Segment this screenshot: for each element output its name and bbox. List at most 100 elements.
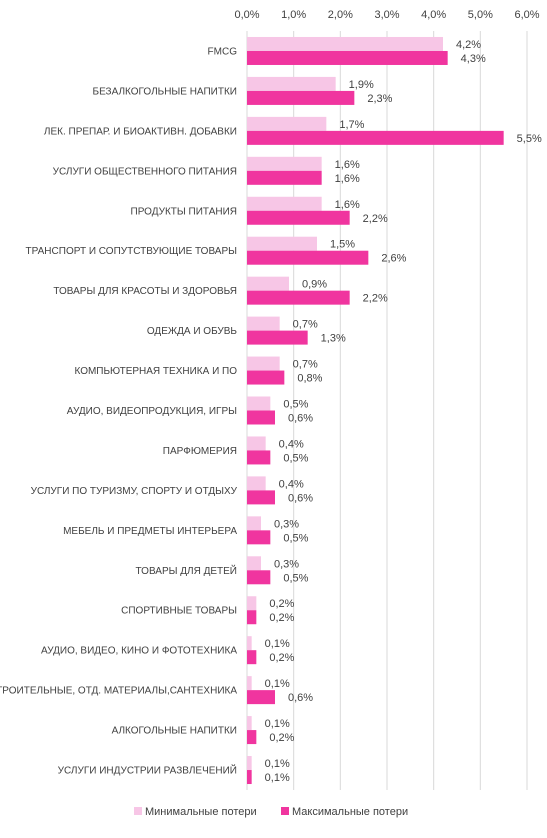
bar-min (247, 596, 257, 611)
category-label: БЕЗАЛКОГОЛЬНЫЕ НАПИТКИ (93, 86, 237, 97)
data-label: 1,9% (349, 79, 374, 91)
bar-min (247, 316, 280, 331)
x-tick-label: 3,0% (374, 9, 399, 21)
data-label: 4,2% (456, 39, 481, 51)
category-label: СПОРТИВНЫЕ ТОВАРЫ (121, 606, 237, 617)
data-label: 0,1% (265, 758, 290, 770)
data-label: 0,4% (279, 438, 304, 450)
data-label: 0,6% (288, 692, 313, 704)
data-label: 2,2% (363, 213, 388, 225)
data-label: 0,1% (265, 772, 290, 784)
category-label: УСЛУГИ ПО ТУРИЗМУ, СПОРТУ И ОТДЫХУ (31, 486, 238, 497)
category-label: ТРАНСПОРТ И СОПУТСТВУЮЩИЕ ТОВАРЫ (26, 246, 238, 257)
data-label: 4,3% (461, 53, 486, 65)
category-label: КОМПЬЮТЕРНАЯ ТЕХНИКА И ПО (74, 366, 237, 377)
data-label: 0,6% (288, 492, 313, 504)
bar-min (247, 196, 322, 211)
bar-max (247, 410, 275, 425)
bar-min (247, 36, 443, 51)
category-label: АЛКОГОЛЬНЫЕ НАПИТКИ (112, 726, 237, 737)
category-label: ОДЕЖДА И ОБУВЬ (147, 326, 238, 337)
category-label: АУДИО, ВИДЕО, КИНО И ФОТОТЕХНИКА (41, 646, 237, 657)
data-label: 0,4% (279, 478, 304, 490)
data-label: 5,5% (517, 133, 542, 145)
data-label: 0,5% (283, 532, 308, 544)
data-label: 0,2% (269, 732, 294, 744)
bar-max (247, 370, 285, 385)
bar-max (247, 570, 271, 585)
bar-max (247, 130, 504, 145)
bar-max (247, 210, 350, 225)
bar-min (247, 676, 252, 691)
data-label: 0,5% (283, 452, 308, 464)
category-label: ПАРФЮМЕРИЯ (163, 446, 237, 457)
data-label: 1,3% (321, 333, 346, 345)
x-tick-label: 0,0% (234, 9, 259, 21)
bar-max (247, 730, 257, 745)
bar-min (247, 396, 271, 411)
category-label: ЛЕК. ПРЕПАР. И БИОАКТИВН. ДОБАВКИ (44, 126, 237, 137)
bar-min (247, 116, 327, 131)
bar-min (247, 476, 266, 491)
bar-min (247, 156, 322, 171)
x-tick-label: 4,0% (421, 9, 446, 21)
data-label: 0,1% (265, 638, 290, 650)
bar-max (247, 50, 448, 65)
data-label: 2,6% (381, 253, 406, 265)
bar-max (247, 530, 271, 545)
category-label: УСЛУГИ ОБЩЕСТВЕННОГО ПИТАНИЯ (53, 166, 237, 177)
category-label: АУДИО, ВИДЕОПРОДУКЦИЯ, ИГРЫ (67, 406, 237, 417)
data-label: 2,2% (363, 293, 388, 305)
bar-max (247, 610, 257, 625)
bar-max (247, 250, 369, 265)
category-label: МЕБЕЛЬ И ПРЕДМЕТЫ ИНТЕРЬЕРА (63, 526, 237, 537)
category-label: УСЛУГИ ИНДУСТРИИ РАЗВЛЕЧЕНИЙ (58, 764, 237, 777)
category-label: ТОВАРЫ ДЛЯ ДЕТЕЙ (136, 564, 238, 577)
data-label: 0,7% (293, 359, 318, 371)
bar-min (247, 76, 336, 91)
data-label: 0,1% (265, 718, 290, 730)
data-label: 0,3% (274, 518, 299, 530)
bar-min (247, 756, 252, 771)
data-label: 0,8% (297, 373, 322, 385)
legend-label: Максимальные потери (292, 806, 408, 818)
bar-max (247, 490, 275, 505)
data-label: 0,2% (269, 612, 294, 624)
data-label: 1,6% (335, 199, 360, 211)
legend-swatch (134, 807, 142, 815)
data-label: 0,5% (283, 399, 308, 411)
bar-max (247, 690, 275, 705)
bar-max (247, 90, 355, 105)
data-label: 1,6% (335, 173, 360, 185)
data-label: 1,7% (339, 119, 364, 131)
data-label: 0,6% (288, 413, 313, 425)
bar-min (247, 556, 261, 571)
x-tick-label: 2,0% (328, 9, 353, 21)
bar-min (247, 716, 252, 731)
data-label: 0,7% (293, 319, 318, 331)
data-label: 1,5% (330, 239, 355, 251)
data-label: 0,9% (302, 279, 327, 291)
bar-max (247, 330, 308, 345)
bar-min (247, 276, 289, 291)
bar-max (247, 450, 271, 465)
bar-min (247, 356, 280, 371)
category-label: FMCG (208, 46, 238, 57)
category-label: ПРОДУКТЫ ПИТАНИЯ (131, 206, 237, 217)
data-label: 0,5% (283, 572, 308, 584)
bar-min (247, 516, 261, 531)
category-label: СТРОИТЕЛЬНЫЕ, ОТД. МАТЕРИАЛЫ,САНТЕХНИКА (0, 686, 237, 697)
legend-swatch (281, 807, 289, 815)
data-label: 0,2% (269, 598, 294, 610)
bar-max (247, 650, 257, 665)
x-tick-label: 1,0% (281, 9, 306, 21)
data-label: 0,1% (265, 678, 290, 690)
bar-max (247, 770, 252, 785)
bar-min (247, 636, 252, 651)
bar-max (247, 170, 322, 185)
x-tick-label: 6,0% (514, 9, 539, 21)
legend-label: Минимальные потери (145, 806, 257, 818)
bar-min (247, 236, 317, 251)
